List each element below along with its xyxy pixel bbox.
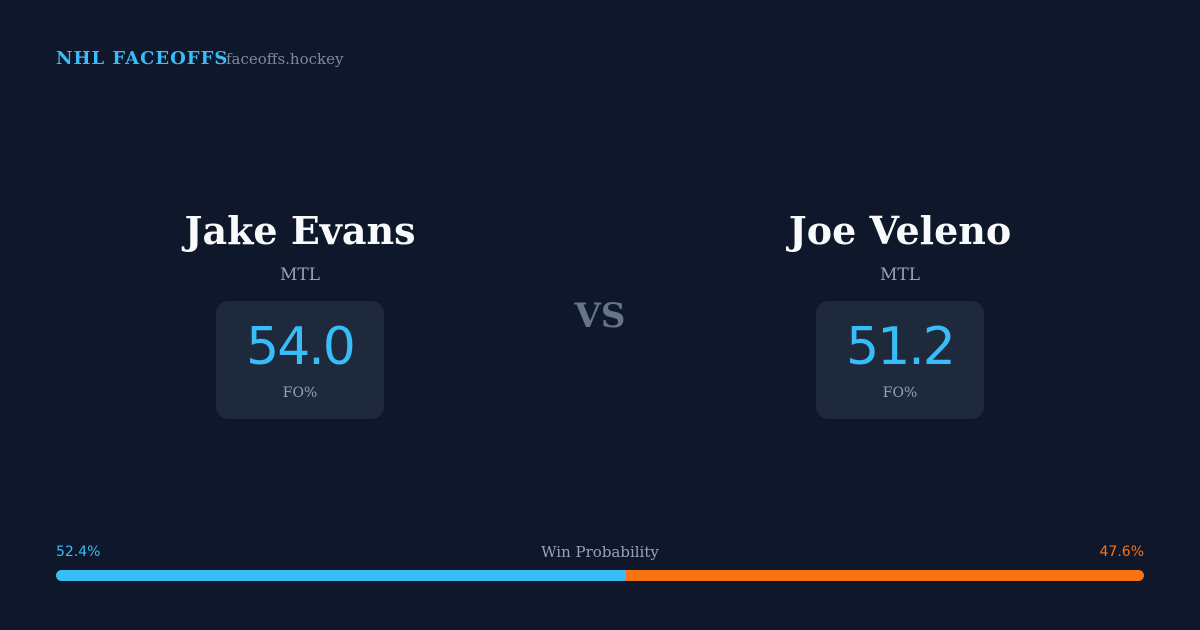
- versus: VS: [574, 296, 626, 336]
- stat-card: 51.2 FO%: [816, 301, 984, 419]
- fo-value: 54.0: [246, 317, 356, 377]
- fo-label: FO%: [882, 385, 918, 401]
- site-url: faceoffs.hockey: [226, 50, 344, 68]
- win-prob-bar: [56, 570, 1144, 581]
- player-left: Jake Evans MTL 54.0 FO%: [100, 205, 500, 419]
- player-right: Joe Veleno MTL 51.2 FO%: [700, 205, 1100, 419]
- player-name: Jake Evans: [184, 208, 416, 253]
- win-prob-right: 47.6%: [1099, 544, 1144, 560]
- fo-value: 51.2: [846, 317, 956, 377]
- win-prob-segment: [56, 570, 627, 581]
- win-prob-segment: [626, 570, 1144, 581]
- player-name: Joe Veleno: [788, 208, 1012, 253]
- stat-card: 54.0 FO%: [216, 301, 384, 419]
- win-prob-left: 52.4%: [56, 544, 101, 560]
- win-prob-title: Win Probability: [541, 543, 659, 561]
- player-team: MTL: [279, 265, 321, 285]
- fo-label: FO%: [282, 385, 318, 401]
- player-team: MTL: [879, 265, 921, 285]
- brand-title: NHL FACEOFFS: [56, 48, 229, 69]
